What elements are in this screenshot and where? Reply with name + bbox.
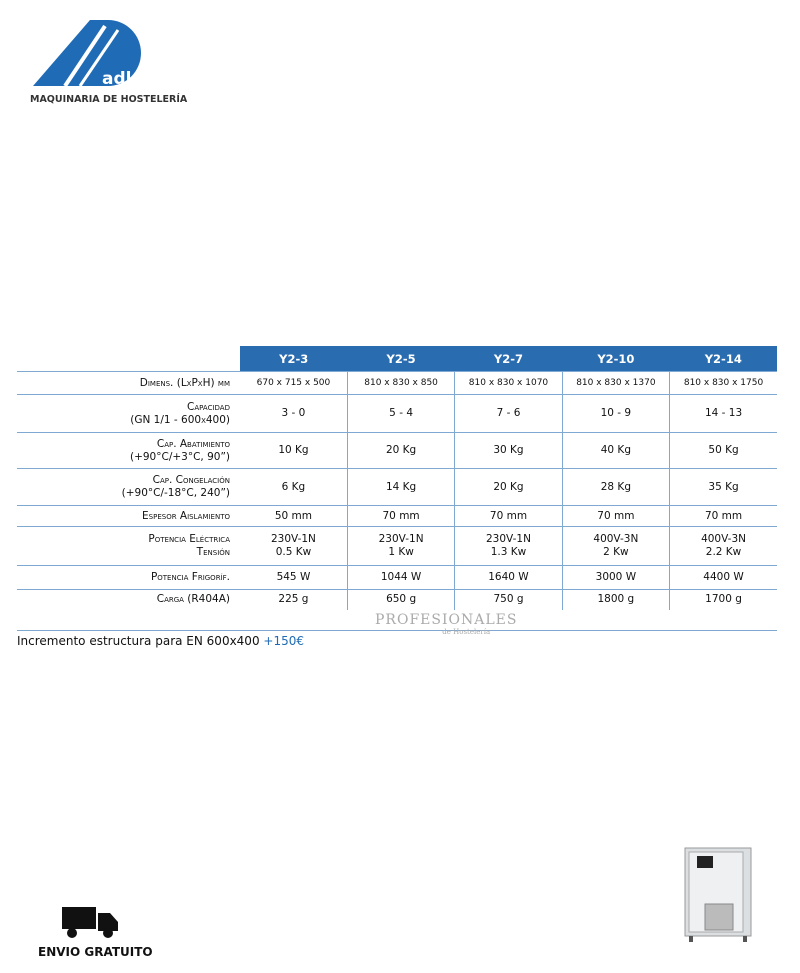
row: Potencia Frigoríf. 545 W 1044 W 1640 W 3000 … — [17, 565, 777, 590]
cell: 810 x 830 x 1750 — [669, 371, 777, 395]
cell: 14 - 13 — [669, 394, 777, 433]
cell: 70 mm — [669, 505, 777, 527]
cell: 5 - 4 — [346, 394, 455, 433]
cell: 10 - 9 — [561, 394, 670, 433]
truck-icon — [62, 907, 118, 938]
cell: 1044 W — [346, 565, 455, 590]
cell-line: 1.3 Kw — [490, 546, 527, 558]
cell-line: 2.2 Kw — [705, 546, 742, 558]
cell-line: 230V-1N — [486, 533, 531, 545]
cell: 810 x 830 x 1070 — [454, 371, 563, 395]
cell: 545 W — [240, 565, 348, 590]
cell: 225 g — [240, 589, 348, 610]
cell: 4400 W — [669, 565, 777, 590]
cell: 7 - 6 — [454, 394, 563, 433]
row-label: Carga (R404A) — [17, 589, 240, 610]
cell: 650 g — [346, 589, 455, 610]
cell-line: 230V-1N — [378, 533, 424, 545]
watermark: PROFESIONALES de Hostelería — [375, 612, 517, 636]
subtitle: MAQUINARIA DE HOSTELERÍA — [30, 94, 188, 105]
footnote-price: +150€ — [263, 634, 304, 648]
cell: 810 x 830 x 850 — [346, 371, 455, 395]
cell: 230V-1N 1 Kw — [346, 526, 455, 566]
row-label: Potencia Eléctrica Tensión — [17, 526, 240, 566]
cell: 40 Kg — [561, 432, 670, 469]
label-line: Cap. Congelación — [152, 474, 230, 486]
cell: 20 Kg — [346, 432, 455, 469]
row-label: Potencia Frigoríf. — [17, 565, 240, 590]
cell: 3 - 0 — [240, 394, 348, 433]
row: Carga (R404A) 225 g 650 g 750 g 1800 g 1700 g — [17, 589, 777, 610]
cell-line: 400V-3N — [701, 533, 746, 545]
column-header: Y2-3 — [240, 346, 348, 372]
cell: 1800 g — [561, 589, 670, 610]
row-label: Cap. Abatimiento (+90°C/+3°C, 90”) — [17, 432, 240, 469]
cell-line: 230V-1N — [270, 533, 316, 545]
row: Espesor Aislamiento 50 mm 70 mm 70 mm 70 mm 7… — [17, 505, 777, 527]
cell: 70 mm — [346, 505, 455, 527]
cell: 70 mm — [454, 505, 563, 527]
label-line: (+90°C/-18°C, 240”) — [121, 487, 230, 499]
cell: 35 Kg — [669, 468, 777, 506]
label-line: Potencia Eléctrica — [148, 533, 230, 545]
label-line: Potencia Frigoríf. — [150, 571, 230, 583]
cell: 1700 g — [669, 589, 777, 610]
cell: 400V-3N 2 Kw — [561, 526, 670, 566]
cell: 20 Kg — [454, 468, 563, 506]
shipping: ENVIO GRATUITO — [38, 945, 153, 959]
cell: 14 Kg — [346, 468, 455, 506]
cell-line: 1 Kw — [388, 546, 414, 558]
label-line: Carga (R404A) — [156, 593, 230, 606]
column-header: Y2-5 — [347, 346, 455, 372]
cell-line: 400V-3N — [593, 533, 639, 545]
cell: 1640 W — [454, 565, 563, 590]
cell: 400V-3N 2.2 Kw — [669, 526, 777, 566]
cell: 28 Kg — [561, 468, 670, 506]
cell-line: 0.5 Kw — [275, 546, 312, 558]
logo: adler — [33, 20, 152, 89]
label-line: Cap. Abatimiento — [156, 437, 230, 450]
row: Cap. Abatimiento (+90°C/+3°C, 90”) 10 Kg 20… — [17, 432, 777, 469]
cell: 810 x 830 x 1370 — [561, 371, 670, 395]
row: Cap. Congelación (+90°C/-18°C, 240”) 6 Kg 1… — [17, 468, 777, 506]
cell: 670 x 715 x 500 — [240, 371, 348, 395]
cell: 6 Kg — [240, 468, 348, 506]
row-label: Dimens. (LxPxH) mm — [17, 371, 240, 395]
label-line: Tensión — [196, 546, 230, 558]
cell: 50 mm — [240, 505, 348, 527]
column-header: Y2-7 — [454, 346, 563, 372]
cell-line: 2 Kw — [603, 546, 629, 558]
label-line: (+90°C/+3°C, 90”) — [129, 450, 230, 463]
cell: 230V-1N 0.5 Kw — [240, 526, 348, 566]
footnote: Incremento estructura para EN 600x400 +1… — [17, 634, 304, 648]
cell: 50 Kg — [669, 432, 777, 469]
column-header: Y2-14 — [669, 346, 777, 372]
cell: 10 Kg — [240, 432, 348, 469]
rule — [17, 630, 777, 631]
cell: 30 Kg — [454, 432, 563, 469]
brand: adler — [102, 69, 152, 89]
label-line: Capacidad — [187, 400, 230, 413]
watermark-sub: de Hostelería — [442, 628, 491, 636]
label-line: Dimens. (LxPxH) mm — [139, 376, 230, 389]
label-line: Espesor Aislamiento — [142, 509, 230, 522]
row-label: Cap. Congelación (+90°C/-18°C, 240”) — [17, 468, 240, 506]
cell: 70 mm — [561, 505, 670, 527]
watermark-title: PROFESIONALES — [375, 612, 518, 628]
cell: 230V-1N 1.3 Kw — [454, 526, 563, 566]
row-label: Capacidad (GN 1/1 - 600x400) — [17, 394, 240, 433]
row-label: Espesor Aislamiento — [17, 505, 240, 527]
label-line: (GN 1/1 - 600x400) — [130, 413, 230, 426]
cell: 3000 W — [561, 565, 670, 590]
column-header: Y2-10 — [562, 346, 670, 372]
spec-table: Y2-3 Y2-5 Y2-7 Y2-10 Y2-14 Dimens. (LxPxH) m… — [17, 346, 777, 610]
product-image — [684, 847, 752, 942]
row: Potencia Eléctrica Tensión 230V-1N 0.5 Kw 23… — [17, 526, 777, 566]
row: Dimens. (LxPxH) mm 670 x 715 x 500 810 x 8… — [17, 371, 777, 395]
cell: 750 g — [454, 589, 563, 610]
footnote-text: Incremento estructura para EN 600x400 — [17, 634, 260, 648]
